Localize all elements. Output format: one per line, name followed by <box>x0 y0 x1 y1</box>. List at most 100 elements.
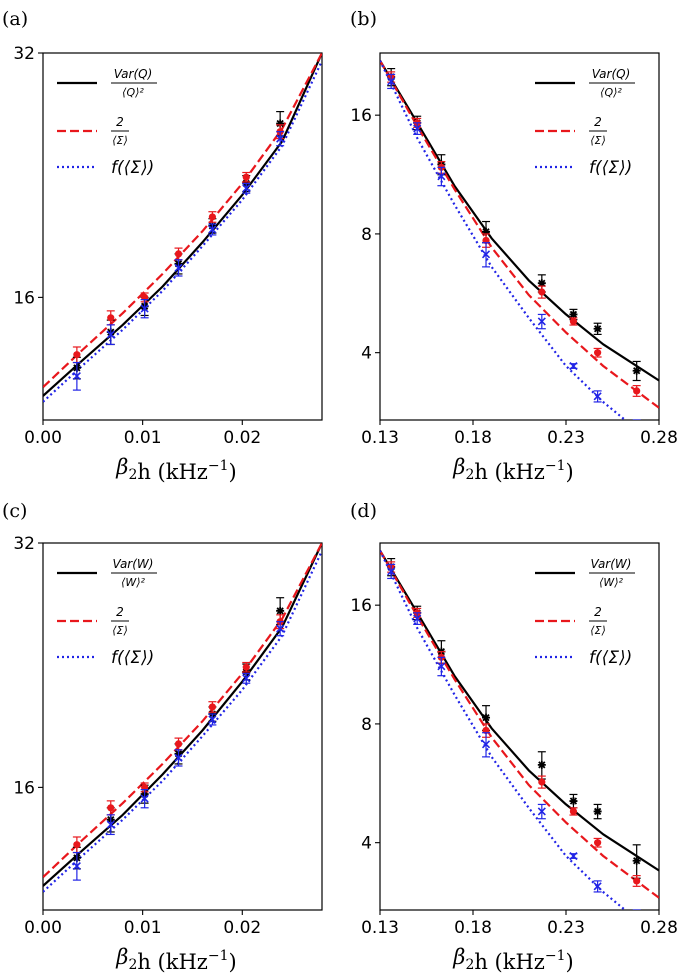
plot-area <box>380 60 659 420</box>
data-point-star <box>632 856 641 865</box>
xlabel-beta: β <box>452 455 465 479</box>
axes-frame <box>42 52 323 421</box>
legend-numerator: Var(W) <box>591 557 632 571</box>
data-point-star <box>593 324 602 333</box>
xlabel-sub: 2 <box>465 467 474 483</box>
data-point-dot <box>594 839 602 847</box>
data-point-star <box>632 366 641 375</box>
xlabel-sub: 2 <box>465 957 474 973</box>
legend-denominator: ⟨Σ⟩ <box>112 624 128 637</box>
panel-label: (b) <box>350 8 377 30</box>
data-point-x <box>174 263 183 272</box>
xlabel-sup: −1 <box>208 458 229 474</box>
series-line-dashed <box>43 53 322 388</box>
x-tick-label: 0.13 <box>361 428 399 448</box>
x-tick-label: 0.01 <box>124 428 162 448</box>
data-point-x <box>537 317 546 326</box>
xlabel-close: ) <box>229 950 237 974</box>
legend-numerator: 2 <box>116 605 124 619</box>
y-tick-label: 4 <box>361 834 372 854</box>
plot-area <box>380 550 659 910</box>
data-point-x <box>593 882 602 891</box>
data-point-star <box>276 119 285 128</box>
legend-label: f(⟨Σ⟩) <box>111 648 154 668</box>
x-axis-label: β2h (kHz−1) <box>452 945 573 974</box>
legend-numerator: Var(W) <box>113 557 154 571</box>
data-point-x <box>387 77 396 86</box>
data-point-dot <box>242 663 250 671</box>
data-point-star <box>593 807 602 816</box>
legend-numerator: 2 <box>116 115 124 129</box>
data-point-x <box>174 753 183 762</box>
legend-numerator: 2 <box>594 605 602 619</box>
plot-area <box>43 53 322 403</box>
x-tick-label: 0.13 <box>361 918 399 938</box>
data-point-dot <box>174 740 183 748</box>
legend-denominator: ⟨Σ⟩ <box>590 624 606 637</box>
legend-numerator: Var(Q) <box>114 67 153 81</box>
data-point-x <box>569 851 578 861</box>
xlabel-beta: β <box>115 455 128 479</box>
x-tick-label: 0.02 <box>223 428 261 448</box>
y-tick-label: 32 <box>13 534 35 554</box>
legend-denominator: ⟨Q⟩² <box>122 86 144 99</box>
data-point-star <box>537 279 546 288</box>
data-point-x <box>276 624 285 633</box>
legend-denominator: ⟨Q⟩² <box>600 86 622 99</box>
data-point-dot <box>208 703 216 711</box>
data-point-dot <box>569 317 578 326</box>
xlabel-sub: 2 <box>128 467 137 483</box>
series-line-dashed <box>380 550 659 899</box>
data-point-dot <box>569 807 578 816</box>
xlabel-sup: −1 <box>208 948 229 964</box>
data-point-x <box>106 330 115 339</box>
data-point-star <box>569 797 578 806</box>
data-point-x <box>413 124 422 133</box>
x-tick-label: 0.01 <box>124 918 162 938</box>
data-point-dot <box>633 877 641 885</box>
legend-label: f(⟨Σ⟩) <box>111 158 154 178</box>
data-point-x <box>481 250 491 259</box>
data-point-x <box>208 225 217 234</box>
data-point-x <box>481 740 491 749</box>
xlabel-unit: h (kHz <box>474 950 545 974</box>
data-point-dot <box>73 351 81 359</box>
data-point-star <box>276 606 285 615</box>
xlabel-unit: h (kHz <box>474 460 545 484</box>
data-point-x <box>387 567 396 576</box>
y-tick-label: 4 <box>361 344 372 364</box>
xlabel-close: ) <box>566 460 574 484</box>
y-tick-label: 8 <box>361 225 372 245</box>
data-point-dot <box>107 314 115 322</box>
legend-denominator: ⟨Σ⟩ <box>112 134 128 147</box>
xlabel-unit: h (kHz <box>137 460 208 484</box>
y-tick-label: 16 <box>13 288 35 308</box>
series-line-dotted <box>43 60 322 403</box>
panel-label: (c) <box>2 500 27 522</box>
data-point-dot <box>242 173 250 181</box>
data-point-x <box>276 134 285 143</box>
data-point-x <box>140 304 149 313</box>
data-point-x <box>140 794 149 803</box>
legend-label: f(⟨Σ⟩) <box>589 648 632 668</box>
xlabel-sup: −1 <box>545 458 566 474</box>
panel-label: (d) <box>350 500 377 522</box>
y-tick-label: 16 <box>350 106 372 126</box>
axes-frame <box>379 52 660 421</box>
x-tick-label: 0.28 <box>640 918 678 938</box>
x-tick-label: 0.00 <box>24 918 62 938</box>
data-point-star <box>482 227 491 236</box>
axes-frame <box>42 542 323 911</box>
x-tick-label: 0.23 <box>547 428 585 448</box>
series-line-solid <box>380 60 659 382</box>
y-tick-label: 16 <box>350 596 372 616</box>
data-point-x <box>242 674 251 683</box>
xlabel-beta: β <box>115 945 128 969</box>
series-line-solid <box>380 550 659 872</box>
xlabel-unit: h (kHz <box>137 950 208 974</box>
xlabel-close: ) <box>566 950 574 974</box>
